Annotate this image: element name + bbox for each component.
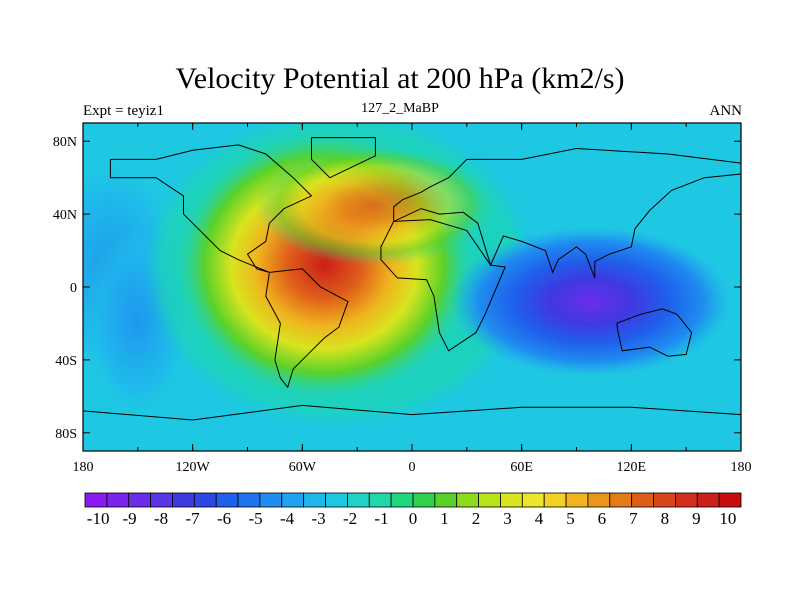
colorbar-label: -8 <box>154 509 168 528</box>
coastline-segment <box>393 147 741 279</box>
coastline-segment <box>380 219 506 352</box>
coastline-segment <box>83 404 741 421</box>
colorbar-swatch <box>412 492 436 508</box>
colorbar-label: -4 <box>280 509 295 528</box>
colorbar-swatch <box>303 492 326 508</box>
colorbar-label: 9 <box>692 509 701 528</box>
colorbar-swatch <box>281 492 305 508</box>
colorbar-label: -1 <box>374 509 388 528</box>
x-tick-label: 60E <box>510 460 533 475</box>
colorbar-swatch <box>543 492 567 508</box>
colorbar-swatch <box>193 492 217 508</box>
colorbar-swatch <box>696 492 720 508</box>
x-tick-label: 0 <box>409 460 416 475</box>
colorbar-swatch <box>237 492 261 508</box>
colorbar: -10 -9 -8 -7 -6 -5 -4 -3 -2 -1 0 1 2 3 4 5 6 7 8 9 10 <box>84 492 742 528</box>
colorbar-swatch <box>609 492 633 508</box>
plot-axes: 180 120W 60W 0 60E 120E 180 80N 40N 0 40S 80S <box>53 122 752 475</box>
colorbar-swatch <box>106 492 130 508</box>
colorbar-label: -5 <box>248 509 262 528</box>
colorbar-label: -10 <box>87 509 110 528</box>
colorbar-swatch <box>346 492 370 508</box>
colorbar-swatch <box>172 492 195 508</box>
colorbar-label: -6 <box>217 509 231 528</box>
colorbar-swatch <box>128 492 152 508</box>
y-tick-label: 0 <box>70 281 77 296</box>
x-tick-label: 180 <box>731 460 752 475</box>
field-positive-lobe <box>255 145 496 265</box>
y-tick-label: 40S <box>55 354 77 369</box>
colorbar-swatch <box>390 492 414 508</box>
colorbar-label: -9 <box>123 509 137 528</box>
contour-field <box>83 123 741 451</box>
colorbar-label: 6 <box>598 509 607 528</box>
colorbar-swatch <box>259 492 283 508</box>
period-label: ANN <box>709 103 743 119</box>
coastline-segment <box>265 268 349 389</box>
colorbar-label: -2 <box>343 509 357 528</box>
colorbar-label: -7 <box>185 509 200 528</box>
colorbar-label: 8 <box>661 509 670 528</box>
colorbar-swatch <box>521 492 545 508</box>
colorbar-swatch <box>84 492 108 508</box>
colorbar-label: -3 <box>311 509 325 528</box>
field-negative-center <box>451 226 732 377</box>
colorbar-swatch <box>631 492 654 508</box>
colorbar-swatch <box>478 492 501 508</box>
coastline-segment <box>109 144 313 273</box>
colorbar-swatch <box>653 492 676 508</box>
x-tick-label: 120W <box>176 460 211 475</box>
colorbar-swatch <box>587 492 611 508</box>
colorbar-label: 10 <box>719 509 736 528</box>
colorbar-swatch <box>675 492 698 508</box>
coastline-outline <box>83 137 741 421</box>
colorbar-swatch <box>718 492 742 508</box>
colorbar-label: 4 <box>535 509 544 528</box>
chart-title: Velocity Potential at 200 hPa (km2/s) <box>175 62 625 95</box>
colorbar-label: 0 <box>409 509 418 528</box>
x-tick-label: 120E <box>617 460 647 475</box>
coastline-segment <box>311 137 376 179</box>
colorbar-swatch <box>500 492 523 508</box>
y-tick-label: 80S <box>55 427 77 442</box>
colorbar-swatch <box>434 492 458 508</box>
x-tick-label: 60W <box>289 460 317 475</box>
x-tick-label: 180 <box>73 460 94 475</box>
colorbar-label: 3 <box>503 509 512 528</box>
colorbar-swatch <box>565 492 589 508</box>
coastline-segment <box>616 308 693 357</box>
y-tick-label: 80N <box>53 135 77 150</box>
colorbar-label: 7 <box>629 509 638 528</box>
case-label: 127_2_MaBP <box>361 101 439 116</box>
colorbar-swatch <box>150 492 173 508</box>
experiment-label: Expt = teyiz1 <box>83 103 164 119</box>
colorbar-swatch <box>456 492 480 508</box>
colorbar-label: 1 <box>440 509 449 528</box>
colorbar-swatch <box>215 492 239 508</box>
y-tick-label: 40N <box>53 208 77 223</box>
colorbar-swatch <box>368 492 392 508</box>
colorbar-swatch <box>325 492 348 508</box>
colorbar-label: 2 <box>472 509 481 528</box>
colorbar-label: 5 <box>566 509 575 528</box>
